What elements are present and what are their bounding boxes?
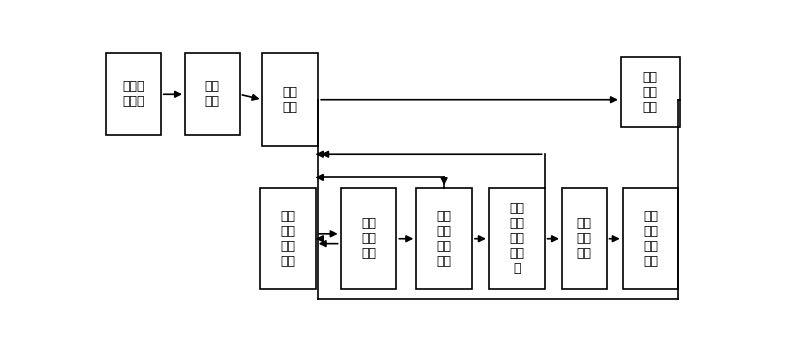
FancyBboxPatch shape <box>106 53 161 135</box>
FancyBboxPatch shape <box>562 188 606 289</box>
Text: 运动
输出
单元: 运动 输出 单元 <box>642 71 658 114</box>
FancyBboxPatch shape <box>260 188 316 289</box>
FancyBboxPatch shape <box>262 53 318 146</box>
Text: 反解
算法
单元: 反解 算法 单元 <box>577 217 592 260</box>
FancyBboxPatch shape <box>185 53 239 135</box>
Text: 插补
数据
缓冲
单元: 插补 数据 缓冲 单元 <box>280 210 295 268</box>
FancyBboxPatch shape <box>622 188 678 289</box>
Text: 实轴
数据
存储
单元: 实轴 数据 存储 单元 <box>643 210 658 268</box>
Text: 循环
检测
单元: 循环 检测 单元 <box>361 217 376 260</box>
FancyBboxPatch shape <box>416 188 472 289</box>
Text: 并联
轴数
据判
断单
元: 并联 轴数 据判 断单 元 <box>509 202 524 275</box>
FancyBboxPatch shape <box>621 57 680 127</box>
FancyBboxPatch shape <box>341 188 396 289</box>
Text: 插补
模块: 插补 模块 <box>283 86 298 114</box>
Text: 插补
数据
存储
单元: 插补 数据 存储 单元 <box>437 210 451 268</box>
FancyBboxPatch shape <box>489 188 545 289</box>
Text: 人机交
互单元: 人机交 互单元 <box>122 80 145 108</box>
Text: 解释
模块: 解释 模块 <box>205 80 220 108</box>
